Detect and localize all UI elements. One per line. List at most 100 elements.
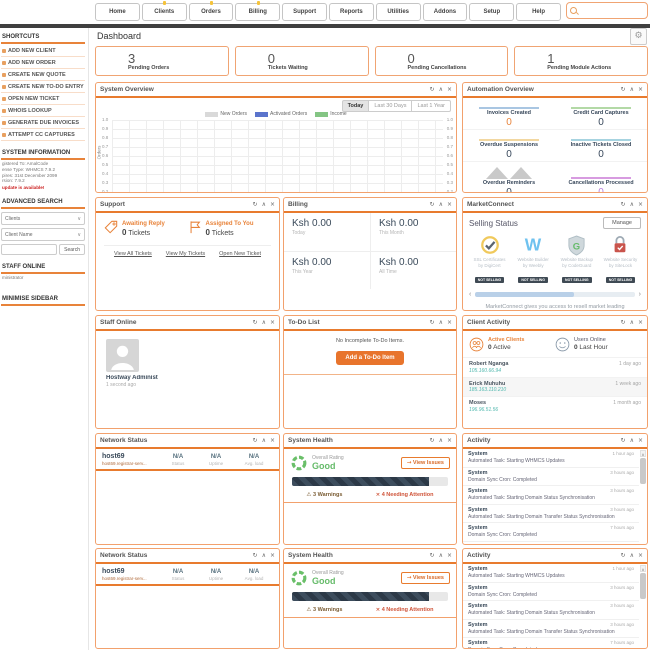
refresh-icon[interactable]: ↻ [429, 437, 435, 444]
warnings-count[interactable]: ⚠ 3 Warnings [306, 492, 343, 498]
sidebar-item-add-new-client[interactable]: ADD NEW CLIENT [1, 45, 85, 57]
tab-support[interactable]: Support [282, 3, 327, 21]
advanced-search-input[interactable] [1, 244, 58, 256]
collapse-icon[interactable]: ∧ [629, 201, 634, 208]
collapse-icon[interactable]: ∧ [438, 552, 443, 559]
close-icon[interactable]: × [269, 201, 275, 208]
tab-clients[interactable]: Clients [141, 1, 187, 21]
range-1year-button[interactable]: Last 1 Year [411, 100, 451, 112]
collapse-icon[interactable]: ∧ [261, 437, 266, 444]
close-icon[interactable]: × [446, 437, 452, 444]
server-row[interactable]: host69 host69.registrar-serv... N/A Status… [96, 449, 279, 471]
tab-addons[interactable]: Addons [422, 3, 468, 21]
collapse-icon[interactable]: ∧ [438, 201, 443, 208]
not-selling-badge[interactable]: NOT SELLING [474, 277, 505, 283]
sidebar-item-create-new-quote[interactable]: CREATE NEW QUOTE [1, 69, 85, 81]
close-icon[interactable]: × [637, 86, 643, 93]
refresh-icon[interactable]: ↻ [252, 552, 258, 559]
sidebar-item-generate-invoices[interactable]: GENERATE DUE INVOICES [1, 117, 85, 129]
manage-button[interactable]: Manage [603, 217, 641, 229]
refresh-icon[interactable]: ↻ [620, 86, 626, 93]
minimise-sidebar-button[interactable]: MINIMISE SIDEBAR [1, 293, 85, 306]
client-activity-row[interactable]: Robert Nganga 105.160.66.94 1 day ago [463, 357, 647, 377]
scrollbar-thumb[interactable] [640, 573, 646, 599]
search-type-select[interactable]: Clients ∨ [1, 212, 85, 226]
marketconnect-item-backup[interactable]: G Website Backup by CodeGuard NOT SELLIN… [556, 233, 597, 286]
server-row[interactable]: host69 host69.registrar-serv... N/A Status… [96, 564, 279, 586]
activity-scrollbar[interactable]: ∧ [640, 450, 646, 542]
marketconnect-item-security[interactable]: Website Security by SiteLock NOT SELLING [600, 233, 641, 286]
refresh-icon[interactable]: ↻ [620, 552, 626, 559]
view-issues-button[interactable]: → View Issues [400, 572, 450, 584]
not-selling-badge[interactable]: NOT SELLING [562, 277, 592, 283]
close-icon[interactable]: × [637, 552, 643, 559]
collapse-icon[interactable]: ∧ [629, 86, 634, 93]
tab-utilities[interactable]: Utilities [375, 3, 421, 21]
scroll-right-icon[interactable]: › [638, 291, 641, 298]
marketconnect-item-builder[interactable]: W Website Builder by Weebly NOT SELLING [513, 233, 554, 286]
scroll-up-icon[interactable]: ∧ [640, 565, 646, 572]
open-new-ticket-link[interactable]: Open New Ticket [219, 251, 262, 257]
collapse-icon[interactable]: ∧ [261, 201, 266, 208]
global-search-input[interactable] [580, 6, 644, 15]
refresh-icon[interactable]: ↻ [620, 319, 626, 326]
view-my-tickets-link[interactable]: View My Tickets [165, 251, 206, 257]
dashboard-settings-button[interactable]: ⚙ [630, 28, 647, 45]
tab-help[interactable]: Help [516, 3, 561, 21]
close-icon[interactable]: × [446, 201, 452, 208]
needing-attention-count[interactable]: × 4 Needing Attention [375, 492, 434, 498]
close-icon[interactable]: × [446, 552, 452, 559]
collapse-icon[interactable]: ∧ [629, 319, 634, 326]
scroll-up-icon[interactable]: ∧ [640, 450, 646, 457]
refresh-icon[interactable]: ↻ [620, 437, 626, 444]
marketconnect-item-ssl[interactable]: SSL Certificates by DigiCert NOT SELLING [469, 233, 510, 286]
refresh-icon[interactable]: ↻ [429, 552, 435, 559]
search-field-select[interactable]: Client Name ∨ [1, 228, 85, 242]
view-issues-button[interactable]: → View Issues [400, 457, 450, 469]
refresh-icon[interactable]: ↻ [252, 319, 258, 326]
scrollbar-thumb[interactable] [475, 292, 575, 297]
tab-setup[interactable]: Setup [469, 3, 515, 21]
stat-pending-orders[interactable]: 3 Pending Orders [95, 46, 229, 76]
close-icon[interactable]: × [269, 552, 275, 559]
close-icon[interactable]: × [637, 201, 643, 208]
stat-pending-module-actions[interactable]: 1 Pending Module Actions [514, 46, 648, 76]
update-available-link[interactable]: update is available! [2, 185, 45, 191]
tab-billing[interactable]: Billing [235, 1, 281, 21]
close-icon[interactable]: × [637, 437, 643, 444]
sidebar-item-cc-captures[interactable]: ATTEMPT CC CAPTURES [1, 129, 85, 141]
collapse-icon[interactable]: ∧ [261, 319, 266, 326]
refresh-icon[interactable]: ↻ [620, 201, 626, 208]
collapse-icon[interactable]: ∧ [629, 437, 634, 444]
close-icon[interactable]: × [269, 319, 275, 326]
view-all-tickets-link[interactable]: View All Tickets [113, 251, 152, 257]
sidebar-item-add-new-order[interactable]: ADD NEW ORDER [1, 57, 85, 69]
stat-tickets-waiting[interactable]: 0 Tickets Waiting [234, 46, 369, 76]
close-icon[interactable]: × [269, 437, 275, 444]
collapse-icon[interactable]: ∧ [629, 552, 634, 559]
warnings-count[interactable]: ⚠ 3 Warnings [306, 607, 343, 613]
scrollbar-thumb[interactable] [640, 458, 646, 484]
scroll-left-icon[interactable]: ‹ [469, 291, 472, 298]
client-activity-row[interactable]: Erick Muhuhu 185.163.110.210 1 week ago [463, 376, 647, 396]
range-today-button[interactable]: Today [341, 100, 370, 112]
carousel-scrollbar[interactable] [475, 292, 635, 297]
collapse-icon[interactable]: ∧ [438, 319, 443, 326]
stat-pending-cancellations[interactable]: 0 Pending Cancellations [374, 46, 509, 76]
client-activity-row[interactable]: Moses 196.96.51.56 1 month ago [463, 396, 647, 416]
collapse-icon[interactable]: ∧ [438, 437, 443, 444]
advanced-search-button[interactable]: Search [59, 244, 85, 256]
sidebar-item-open-new-ticket[interactable]: OPEN NEW TICKET [1, 93, 85, 105]
collapse-icon[interactable]: ∧ [438, 86, 443, 93]
tab-home[interactable]: Home [95, 3, 140, 21]
sidebar-item-whois-lookup[interactable]: WHOIS LOOKUP [1, 105, 85, 117]
add-todo-button[interactable]: Add a To-Do Item [336, 351, 404, 365]
not-selling-badge[interactable]: NOT SELLING [605, 277, 636, 283]
needing-attention-count[interactable]: × 4 Needing Attention [375, 607, 434, 613]
collapse-icon[interactable]: ∧ [261, 552, 266, 559]
refresh-icon[interactable]: ↻ [252, 437, 258, 444]
refresh-icon[interactable]: ↻ [429, 201, 435, 208]
refresh-icon[interactable]: ↻ [429, 319, 435, 326]
activity-scrollbar[interactable]: ∧ [640, 565, 646, 646]
refresh-icon[interactable]: ↻ [429, 86, 435, 93]
